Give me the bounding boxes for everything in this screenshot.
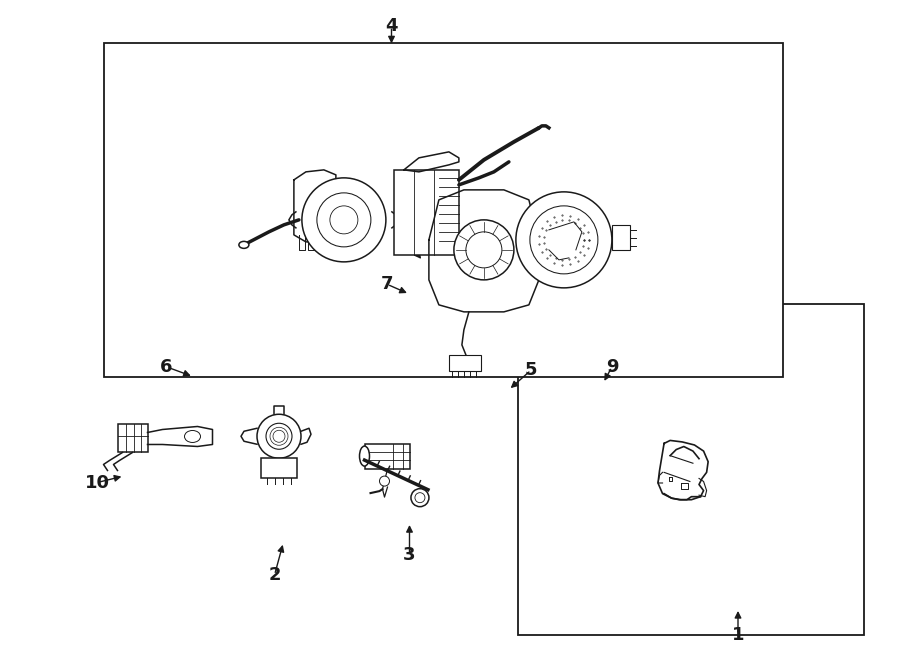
Ellipse shape	[238, 241, 249, 249]
Circle shape	[530, 206, 598, 274]
Text: 8: 8	[403, 235, 416, 254]
Text: 2: 2	[268, 566, 281, 584]
Ellipse shape	[184, 430, 201, 442]
Bar	[394, 170, 459, 255]
Circle shape	[330, 206, 358, 234]
Text: 6: 6	[160, 358, 173, 376]
Circle shape	[415, 492, 425, 502]
Text: 7: 7	[381, 275, 393, 293]
Bar	[364, 444, 410, 469]
Text: 3: 3	[403, 546, 416, 564]
Bar	[612, 225, 630, 250]
Bar	[449, 355, 481, 371]
Text: 4: 4	[385, 17, 398, 36]
Text: 5: 5	[525, 361, 537, 379]
Circle shape	[411, 488, 429, 507]
Circle shape	[317, 193, 371, 247]
Ellipse shape	[359, 446, 370, 466]
Bar	[118, 424, 148, 453]
Circle shape	[454, 220, 514, 280]
Bar	[261, 458, 297, 479]
Text: 10: 10	[85, 473, 110, 492]
Circle shape	[257, 414, 301, 458]
Circle shape	[266, 423, 292, 449]
Text: 9: 9	[606, 358, 618, 376]
Circle shape	[466, 232, 502, 268]
Circle shape	[516, 192, 612, 288]
Bar	[104, 43, 783, 377]
Bar	[518, 304, 864, 635]
Circle shape	[380, 476, 390, 486]
Text: 1: 1	[732, 625, 744, 644]
Circle shape	[302, 178, 386, 262]
